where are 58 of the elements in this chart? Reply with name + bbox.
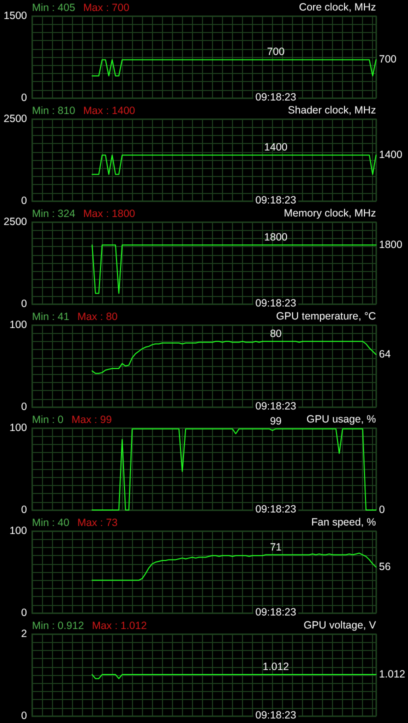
- chart-title: Shader clock, MHz: [288, 104, 376, 116]
- y-tick-label: 0: [21, 504, 28, 516]
- y-tick-label: 0: [21, 401, 28, 413]
- data-label: 700: [379, 54, 397, 66]
- chart-title: GPU temperature, °C: [276, 310, 376, 322]
- text: Min : 41: [32, 311, 70, 323]
- text: Max : 80: [77, 311, 118, 323]
- y-tick-label: 0: [21, 710, 28, 722]
- y-tick-label: 0: [21, 195, 28, 207]
- chart-title: GPU voltage, V: [304, 620, 376, 632]
- data-label: 1400: [379, 149, 403, 162]
- chart-title: Fan speed, %: [311, 516, 376, 528]
- text: Min : 810: [32, 105, 76, 117]
- y-tick-label: 2500: [4, 113, 28, 125]
- data-label: 1800: [379, 238, 403, 251]
- chart-title: Memory clock, MHz: [284, 208, 376, 220]
- annotation: 09:18:23: [255, 92, 296, 104]
- text: Max : 99: [72, 414, 112, 426]
- y-tick-label: 0: [21, 607, 28, 619]
- line-series: [92, 340, 376, 374]
- data-label: 1.012: [262, 661, 290, 674]
- chart-title: GPU usage, %: [306, 414, 376, 426]
- annotation: 09:18:23: [255, 504, 296, 516]
- y-tick-label: 2500: [4, 216, 28, 228]
- annotation: 09:18:23: [255, 298, 296, 310]
- text: Max : 1.012: [92, 620, 147, 632]
- annotation: 09:18:23: [255, 606, 296, 618]
- data-label: 1.012: [379, 668, 406, 681]
- data-label: 56: [379, 561, 391, 574]
- text: Min : 324: [32, 208, 76, 220]
- chart-title: Core clock, MHz: [298, 2, 376, 14]
- text: Min : 405: [32, 2, 76, 14]
- text: Max : 700: [83, 2, 130, 14]
- y-tick-label: 1500: [4, 10, 28, 22]
- y-tick-label: 100: [9, 525, 28, 537]
- text: Max : 73: [77, 517, 118, 529]
- text: Min : 40: [32, 517, 70, 529]
- data-label: 99: [270, 415, 282, 428]
- data-label: 64: [379, 348, 391, 361]
- data-label: 80: [270, 328, 282, 340]
- data-label: 1800: [264, 231, 288, 244]
- text: Min : 0: [32, 414, 64, 426]
- text: Max : 1400: [83, 105, 136, 117]
- y-tick-label: 2: [21, 628, 28, 640]
- y-tick-label: 100: [9, 319, 28, 331]
- text: Min : 0.912: [32, 620, 84, 632]
- annotation: 09:18:23: [255, 194, 296, 206]
- y-tick-label: 0: [21, 92, 28, 104]
- data-label: 0: [379, 504, 385, 516]
- y-tick-label: 100: [9, 422, 28, 434]
- data-label: 700: [267, 46, 285, 58]
- annotation: 09:18:23: [255, 400, 296, 412]
- annotation: 09:18:23: [255, 710, 296, 722]
- data-label: 1400: [264, 142, 288, 154]
- data-label: 71: [270, 541, 282, 554]
- text: Max : 1800: [83, 208, 136, 220]
- y-tick-label: 0: [21, 298, 28, 310]
- line-series: [92, 552, 376, 581]
